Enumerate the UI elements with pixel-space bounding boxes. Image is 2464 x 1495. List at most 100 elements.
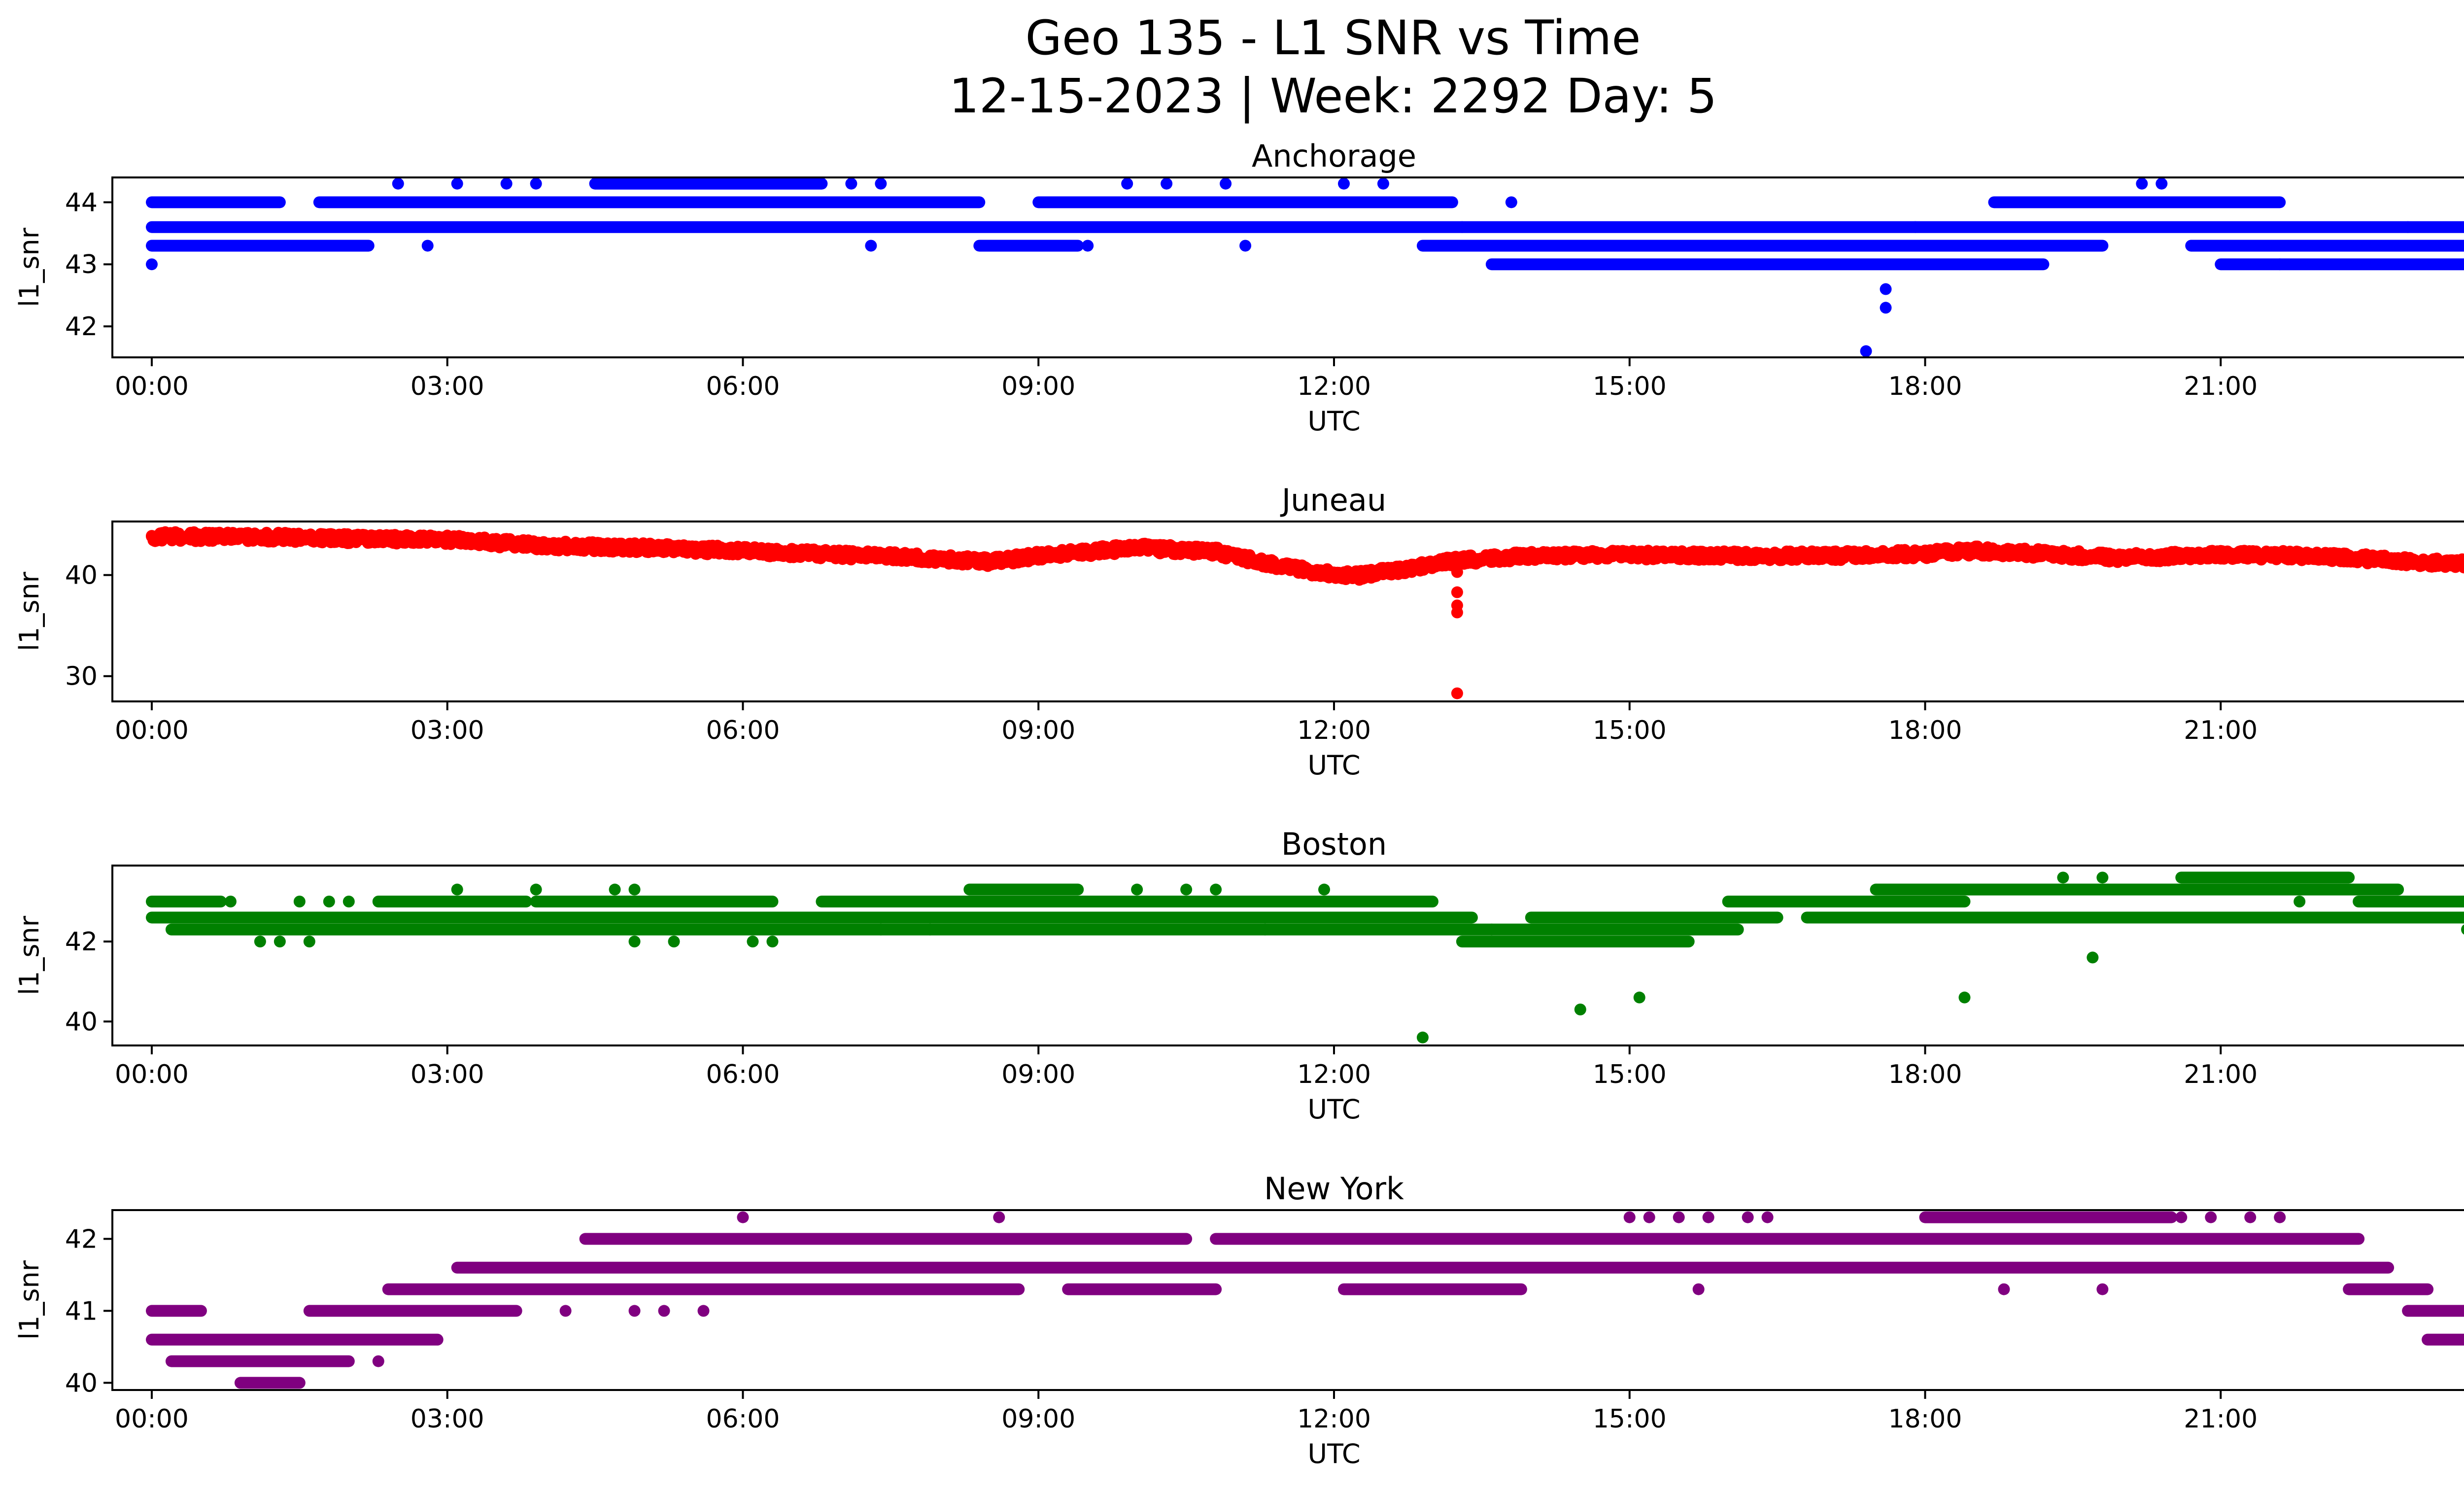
x-tick-label: 00:00 [115, 372, 189, 401]
y-axis-label: l1_snr [14, 227, 45, 307]
data-point-8 [530, 883, 542, 896]
plot-area [145, 177, 2464, 357]
data-band-1-0 [145, 240, 375, 252]
data-point-27 [2096, 871, 2109, 884]
data-point-1 [1451, 586, 1463, 598]
x-tick-label: 21:00 [2184, 716, 2258, 745]
data-point-13 [1761, 1211, 1774, 1223]
x-tick-label: 03:00 [411, 372, 484, 401]
y-tick-label: 41 [65, 1296, 98, 1326]
x-tick-label: 09:00 [1001, 372, 1075, 401]
x-tick-label: 12:00 [1297, 1404, 1371, 1434]
data-point-23 [1574, 1004, 1586, 1015]
data-point-20 [1259, 923, 1271, 936]
data-band-0-0 [145, 1305, 207, 1317]
data-band-1-0 [165, 923, 1498, 936]
x-axis-label: UTC [1307, 1438, 1360, 1469]
data-point-28 [2087, 951, 2099, 964]
x-tick-label: 18:00 [1888, 716, 1962, 745]
data-band-1-1 [2422, 1333, 2464, 1346]
plot-area [145, 871, 2464, 1043]
data-point-24 [1633, 991, 1645, 1004]
data-point-19 [2274, 1211, 2286, 1223]
data-point-9 [609, 883, 621, 896]
data-point-3 [451, 177, 463, 190]
panel-boston: Boston 00:00 03:00 06:00 09:00 12:00 15:00 18:0… [14, 826, 2464, 1125]
data-band-2-3 [1988, 196, 2286, 209]
data-point-23 [2274, 258, 2286, 271]
panel-title: Juneau [1280, 482, 1386, 518]
y-tick-label: 30 [65, 662, 98, 692]
x-tick-label: 15:00 [1593, 1060, 1667, 1089]
data-band-1-2 [2461, 924, 2464, 935]
data-band-0-1 [1456, 221, 1921, 233]
data-point-13 [747, 936, 759, 948]
data-point-10 [1692, 1283, 1705, 1295]
x-axis-label: UTC [1307, 750, 1360, 781]
data-band-0-1 [303, 1305, 522, 1317]
data-point-12 [1220, 177, 1232, 190]
data-point-14 [1337, 177, 1350, 190]
data-point-11 [1161, 177, 1173, 190]
data-point-22 [1416, 1031, 1429, 1043]
y-tick-label: 44 [65, 188, 98, 217]
data-band-2-3 [816, 896, 1438, 907]
data-point-11 [1702, 1211, 1714, 1223]
data-point-13 [1239, 240, 1252, 252]
data-point-19 [1210, 883, 1222, 896]
x-tick-label: 18:00 [1888, 372, 1962, 401]
x-tick-label: 18:00 [1888, 1060, 1962, 1089]
x-axis-label: UTC [1307, 406, 1360, 437]
x-tick-label: 06:00 [706, 1404, 780, 1434]
y-axis-label: l1_snr [14, 571, 45, 651]
data-band-2-4 [1722, 896, 1971, 907]
data-band-4-1 [1062, 1283, 1222, 1295]
data-point-0 [224, 896, 237, 907]
data-band-4-0 [963, 883, 1084, 896]
data-point-1 [392, 177, 404, 190]
data-point-7 [1623, 1211, 1636, 1223]
data-point-18 [1180, 883, 1193, 896]
data-point-1 [254, 936, 266, 948]
x-tick-label: 15:00 [1593, 372, 1667, 401]
data-point-4 [697, 1305, 710, 1317]
data-point-10 [628, 883, 641, 896]
figure-title-line2: 12-15-2023 | Week: 2292 Day: 5 [949, 69, 1717, 124]
panel-title: Anchorage [1252, 138, 1416, 174]
y-tick-label: 40 [65, 561, 98, 591]
x-tick-label: 21:00 [2184, 372, 2258, 401]
data-band-4-1 [2215, 258, 2464, 271]
data-point-19 [1860, 345, 1872, 357]
data-point-24 [2402, 221, 2414, 233]
data-point-15 [1377, 177, 1389, 190]
data-point-16 [1505, 196, 1517, 209]
data-point-16 [2175, 1211, 2188, 1223]
data-band-7-0 [1919, 1211, 2178, 1223]
data-band-2-0 [145, 896, 227, 907]
data-point-3 [658, 1305, 670, 1317]
y-tick-label: 40 [65, 1007, 98, 1037]
data-point-26 [2057, 871, 2069, 884]
data-point-15 [875, 923, 887, 936]
data-point-22 [2156, 177, 2168, 190]
data-band-0-0 [145, 911, 1478, 924]
x-tick-label: 03:00 [411, 716, 484, 745]
data-band-5-0 [451, 1261, 2395, 1274]
data-point-0 [1451, 566, 1463, 578]
data-band-4-3 [2343, 1283, 2434, 1295]
data-point-5 [737, 1211, 749, 1223]
x-tick-label: 18:00 [1888, 1404, 1962, 1434]
data-point-8 [865, 240, 877, 252]
data-point-9 [1082, 240, 1094, 252]
data-point-8 [1643, 1211, 1655, 1223]
y-axis-label: l1_snr [14, 1260, 45, 1340]
y-tick-label: 43 [65, 250, 98, 279]
data-band-2-5 [2353, 896, 2464, 907]
data-band-0-1 [1525, 911, 1783, 924]
data-band-2-2 [530, 896, 779, 907]
data-point-25 [1958, 991, 1971, 1004]
data-point-6 [993, 1211, 1005, 1223]
y-tick-label: 40 [65, 1368, 98, 1398]
x-tick-label: 06:00 [706, 372, 780, 401]
